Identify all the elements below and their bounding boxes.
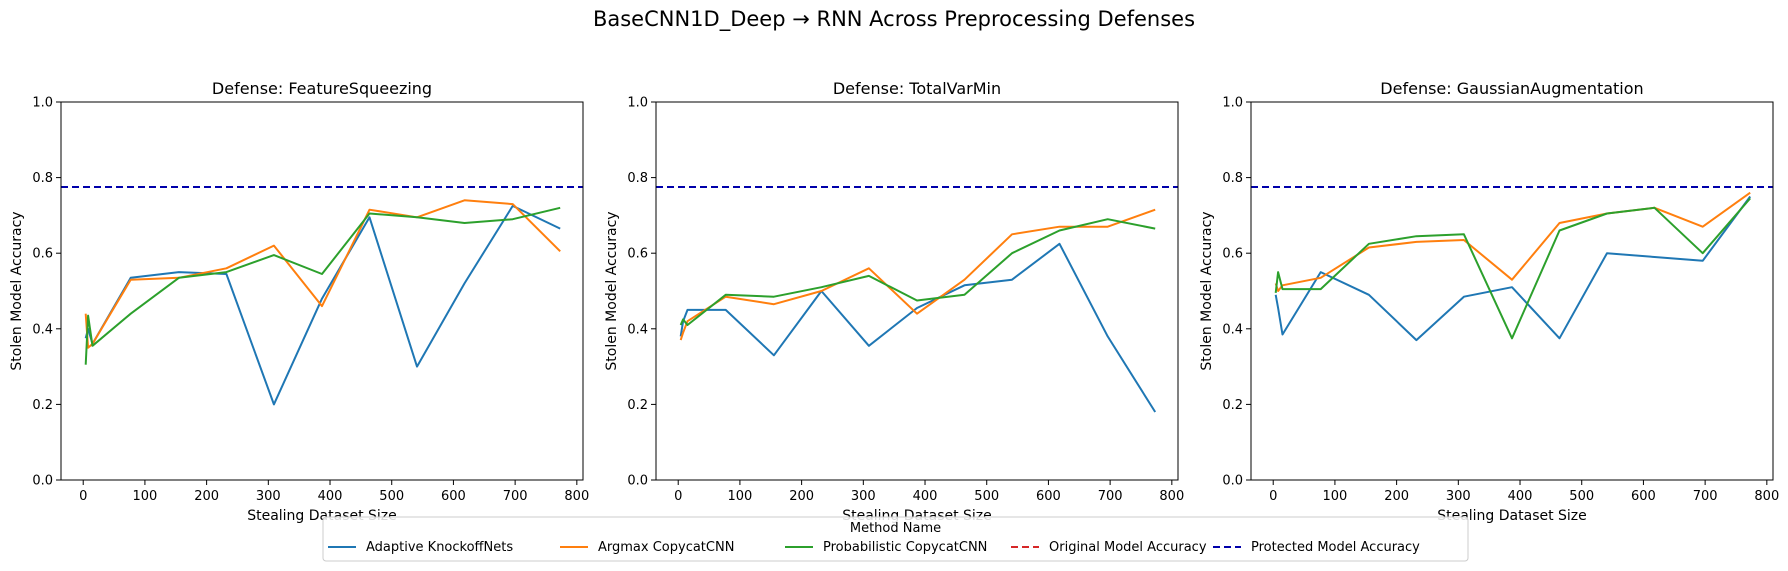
y-tick-label: 0.6	[1222, 247, 1243, 262]
x-tick-label: 300	[256, 489, 281, 504]
y-axis-label: Stolen Model Accuracy	[1199, 211, 1215, 370]
subplots: Defense: FeatureSqueezing 0 100 200 300 400 50…	[9, 79, 1779, 524]
axes-frame	[60, 101, 584, 481]
legend-label: Probabilistic CopycatCNN	[823, 540, 987, 555]
legend-title: Method Name	[850, 521, 941, 536]
x-tick-label: 700	[1693, 489, 1718, 504]
y-tick-label: 1.0	[1222, 96, 1243, 111]
axes-frame	[655, 101, 1179, 481]
legend-entry-probabilistic-copycatcnn: Probabilistic CopycatCNN	[785, 540, 987, 555]
y-tick-label: 0.8	[32, 171, 53, 186]
y-tick-label: 0.6	[32, 247, 53, 262]
legend-entry-adaptive-knockoffnets: Adaptive KnockoffNets	[328, 540, 513, 555]
x-tick-label: 100	[133, 489, 158, 504]
x-tick-label: 400	[318, 489, 343, 504]
y-tick-label: 1.0	[32, 96, 53, 111]
series-line-adaptive-knockoffnets	[679, 242, 1157, 413]
series-line-adaptive-knockoffnets	[1274, 195, 1752, 342]
x-tick-label: 100	[728, 489, 753, 504]
y-tick-label: 0.0	[1222, 474, 1243, 489]
x-tick-label: 0	[674, 489, 682, 504]
x-tick-label: 800	[1159, 489, 1184, 504]
y-tick-label: 0.4	[1222, 322, 1243, 337]
legend-box	[322, 516, 1469, 562]
legend: Method Name Adaptive KnockoffNets Argmax C…	[322, 516, 1469, 562]
y-tick-label: 0.2	[627, 398, 648, 413]
x-tick-label: 100	[1323, 489, 1348, 504]
x-tick-label: 500	[379, 489, 404, 504]
x-tick-label: 700	[1098, 489, 1123, 504]
subplot-title: Defense: GaussianAugmentation	[1380, 79, 1643, 98]
legend-label: Protected Model Accuracy	[1251, 540, 1420, 555]
legend-label: Argmax CopycatCNN	[598, 540, 734, 555]
series-line-argmax-copycatcnn	[679, 208, 1156, 341]
x-tick-label: 500	[974, 489, 999, 504]
subplot-1: Defense: FeatureSqueezing 0 100 200 300 400 50…	[9, 79, 589, 524]
x-tick-label: 800	[564, 489, 589, 504]
y-tick-label: 0.2	[32, 398, 53, 413]
x-tick-label: 200	[789, 489, 814, 504]
subplot-2: Defense: TotalVarMin 0 100 200 300 400 500 600 7…	[604, 79, 1184, 524]
legend-label: Original Model Accuracy	[1049, 540, 1207, 555]
y-tick-label: 0.8	[1222, 171, 1243, 186]
legend-entry-argmax-copycatcnn: Argmax CopycatCNN	[560, 540, 734, 555]
legend-entry-original-model-accuracy: Original Model Accuracy	[1011, 540, 1207, 555]
axes-frame	[1250, 101, 1774, 481]
x-tick-label: 500	[1569, 489, 1594, 504]
series-line-probabilistic-copycatcnn	[679, 218, 1156, 326]
series-line-probabilistic-copycatcnn	[1274, 197, 1751, 340]
subplot-title: Defense: FeatureSqueezing	[212, 79, 432, 98]
x-tick-label: 0	[79, 489, 87, 504]
series-line-argmax-copycatcnn	[1274, 191, 1751, 292]
x-tick-label: 0	[1269, 489, 1277, 504]
y-tick-label: 0.6	[627, 247, 648, 262]
subplot-3: Defense: GaussianAugmentation 0 100 200 300 4…	[1199, 79, 1779, 524]
x-tick-label: 600	[441, 489, 466, 504]
x-tick-label: 600	[1631, 489, 1656, 504]
legend-label: Adaptive KnockoffNets	[366, 540, 513, 555]
y-tick-label: 0.0	[627, 474, 648, 489]
series-line-probabilistic-copycatcnn	[84, 206, 561, 365]
y-axis-label: Stolen Model Accuracy	[9, 211, 25, 370]
x-tick-label: 300	[851, 489, 876, 504]
x-axis-label: Stealing Dataset Size	[1437, 508, 1587, 524]
x-tick-label: 400	[913, 489, 938, 504]
x-tick-label: 400	[1508, 489, 1533, 504]
legend-entry-protected-model-accuracy: Protected Model Accuracy	[1213, 540, 1420, 555]
x-tick-label: 800	[1754, 489, 1779, 504]
y-tick-label: 0.4	[32, 322, 53, 337]
y-tick-label: 0.8	[627, 171, 648, 186]
x-tick-label: 700	[503, 489, 528, 504]
x-tick-label: 600	[1036, 489, 1061, 504]
y-tick-label: 1.0	[627, 96, 648, 111]
subplot-title: Defense: TotalVarMin	[833, 79, 1001, 98]
x-tick-label: 200	[194, 489, 219, 504]
figure-title: BaseCNN1D_Deep → RNN Across Preprocessin…	[593, 7, 1195, 32]
x-tick-label: 300	[1446, 489, 1471, 504]
x-tick-label: 200	[1384, 489, 1409, 504]
y-tick-label: 0.0	[32, 474, 53, 489]
y-tick-label: 0.2	[1222, 398, 1243, 413]
y-axis-label: Stolen Model Accuracy	[604, 211, 620, 370]
y-tick-label: 0.4	[627, 322, 648, 337]
